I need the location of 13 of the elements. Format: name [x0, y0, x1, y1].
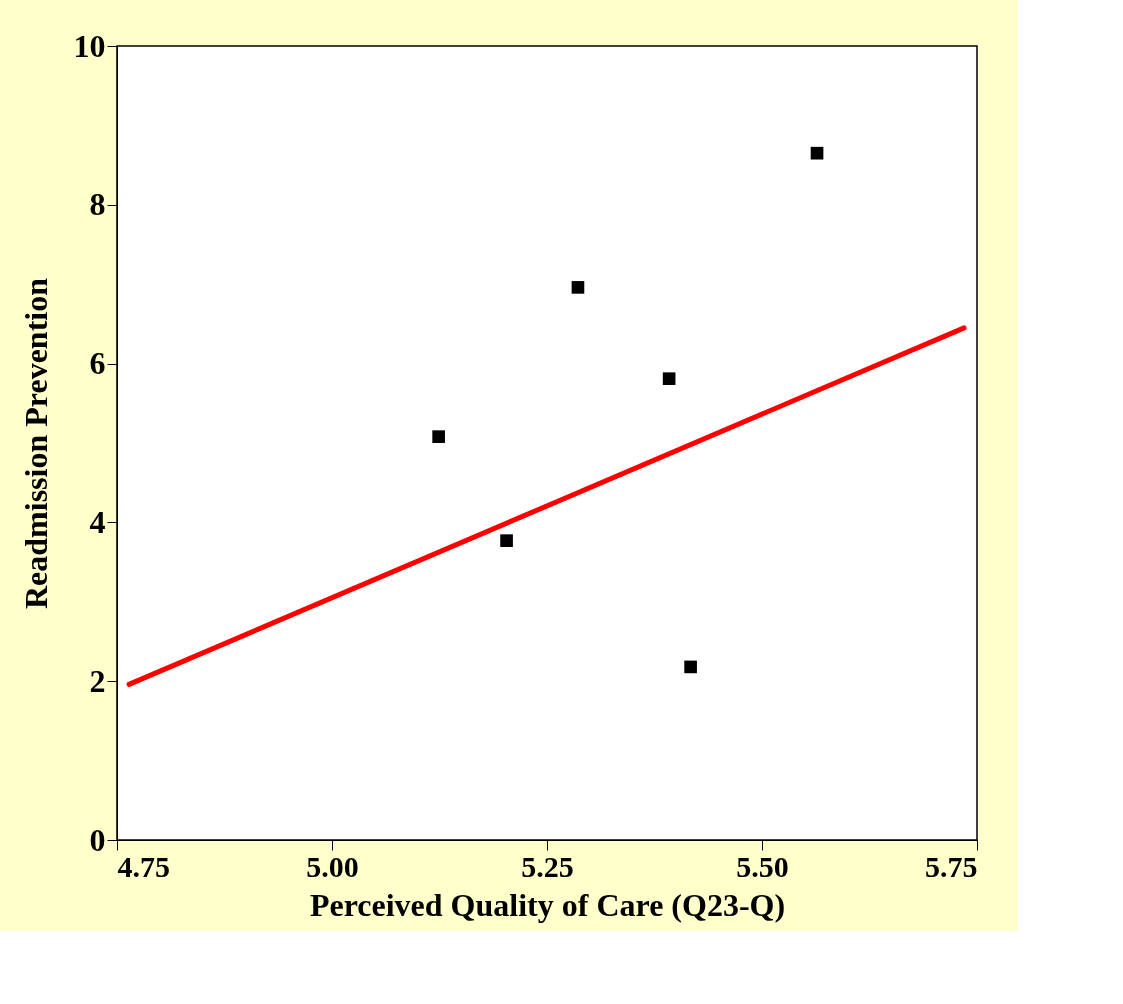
- y-tick-label: 8: [89, 186, 106, 223]
- x-tick-label: 5.50: [736, 849, 789, 883]
- x-tick-label: 5.25: [521, 849, 574, 883]
- y-tick-label: 0: [89, 821, 106, 858]
- y-tick-label: 6: [89, 345, 106, 382]
- y-tick-label: 2: [89, 662, 106, 699]
- y-tick-label: 4: [89, 503, 106, 540]
- x-tick-label: 5.75: [925, 849, 978, 883]
- x-tick-label: 5.00: [306, 849, 359, 883]
- y-tick-label: 10: [73, 27, 106, 64]
- x-tick-label: 4.75: [117, 849, 170, 883]
- x-axis-title: Perceived Quality of Care (Q23-Q): [309, 886, 786, 923]
- y-axis-title: Readmission Prevention: [17, 277, 54, 609]
